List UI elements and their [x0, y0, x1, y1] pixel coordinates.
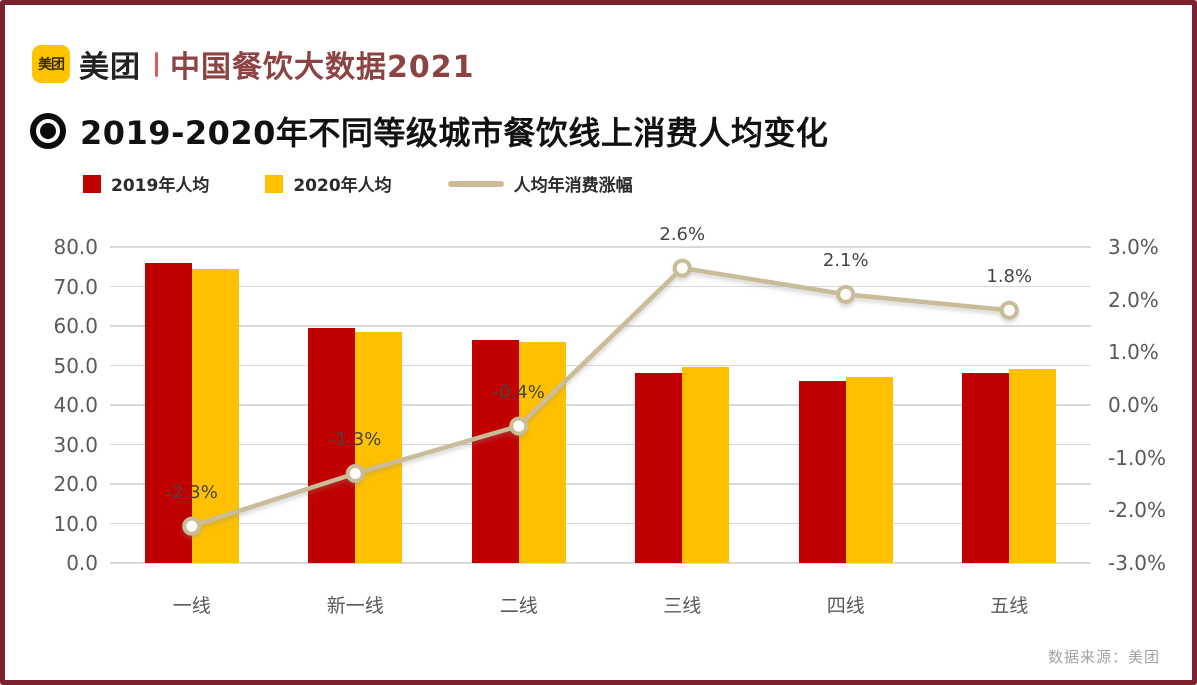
bar-2019	[962, 373, 1010, 563]
chart-heading-row: 2019-2020年不同等级城市餐饮线上消费人均变化	[30, 108, 828, 154]
bar-2020	[682, 367, 730, 563]
gridline	[110, 325, 1091, 327]
legend-swatch-2020	[265, 174, 284, 193]
x-axis-category-label: 五线	[990, 595, 1029, 617]
right-axis-tick-label: -3.0%	[1108, 551, 1167, 575]
right-axis-tick-label: -1.0%	[1108, 445, 1167, 470]
line-marker	[672, 258, 692, 278]
growth-line-chart	[182, 258, 1019, 536]
combo-chart: 80.0 70.0 60.0 50.0 40.0 30.0 20.0 10.0 0.0 3.0% 2…	[5, 5, 1192, 680]
left-axis-tick-label: 60.0	[53, 314, 98, 338]
report-title: 中国餐饮大数据2021	[170, 50, 475, 85]
gridline	[110, 522, 1091, 525]
bar-2020	[355, 331, 403, 563]
legend-label-2019: 2019年人均	[111, 176, 210, 196]
left-axis-tick-label: 30.0	[53, 432, 98, 457]
right-axis-tick-label: 0.0%	[1108, 393, 1159, 417]
gridline	[110, 443, 1091, 446]
x-axis-category-label: 新一线	[326, 595, 384, 617]
legend-item-2020: 2020年人均	[265, 171, 392, 196]
left-axis-tick-label: 10.0	[53, 511, 98, 536]
gridline	[110, 246, 1091, 248]
legend-swatch-2019	[83, 174, 101, 193]
bullseye-icon	[30, 113, 66, 149]
x-axis-category-label: 三线	[663, 595, 702, 617]
gridline	[110, 364, 1091, 367]
bar-2019	[144, 262, 192, 563]
bar-2020	[518, 341, 566, 563]
x-axis-category-label: 二线	[499, 595, 538, 617]
bar-2019	[635, 373, 683, 563]
line-data-label: 2.6%	[659, 224, 706, 246]
gridline	[110, 404, 1091, 406]
line-data-label: -0.4%	[492, 382, 545, 404]
gridline	[110, 562, 1091, 564]
line-data-label: 2.1%	[822, 250, 869, 272]
chart-title: 2019-2020年不同等级城市餐饮线上消费人均变化	[80, 114, 829, 152]
data-source-note: 数据来源：美团	[1047, 648, 1160, 666]
line-data-label: -1.3%	[329, 429, 382, 451]
bar-2019	[798, 381, 846, 563]
line-marker	[999, 300, 1019, 320]
meituan-wordmark: 美团	[79, 50, 141, 85]
line-marker	[182, 516, 202, 536]
line-data-label: 1.8%	[986, 266, 1033, 288]
bar-2020	[1009, 369, 1057, 563]
legend-swatch-growth-line	[447, 180, 504, 187]
bar-2019	[471, 339, 519, 563]
left-axis-tick-label: 20.0	[53, 472, 98, 496]
line-marker	[509, 416, 529, 436]
line-marker	[836, 284, 856, 304]
x-axis-category-label: 四线	[826, 595, 865, 617]
legend-label-growth: 人均年消费涨幅	[513, 176, 633, 196]
right-axis-tick-label: -2.0%	[1108, 498, 1167, 523]
bar-2020	[845, 377, 893, 563]
bar-2019	[308, 327, 356, 563]
legend-label-2020: 2020年人均	[293, 176, 392, 196]
x-axis-category-label: 一线	[172, 595, 211, 617]
right-axis-tick-label: 2.0%	[1108, 287, 1159, 312]
legend-item-2019: 2019年人均	[83, 171, 209, 196]
gridline	[110, 285, 1091, 288]
right-axis-tick-label: 1.0%	[1108, 340, 1159, 365]
header-divider	[155, 51, 158, 77]
growth-line	[191, 265, 1010, 529]
left-axis-tick-label: 70.0	[53, 274, 98, 299]
chart-legend: 2019年人均 2020年人均 人均年消费涨幅	[83, 171, 633, 196]
left-axis-tick-label: 40.0	[53, 393, 98, 417]
legend-item-growth: 人均年消费涨幅	[447, 171, 633, 196]
left-axis-tick-label: 0.0	[66, 551, 98, 575]
line-marker	[345, 463, 365, 483]
line-data-label: -2.3%	[165, 482, 218, 504]
left-axis-tick-label: 50.0	[53, 353, 98, 378]
meituan-logo-icon: 美团	[32, 45, 70, 83]
right-axis-tick-label: 3.0%	[1108, 235, 1159, 259]
left-axis-tick-label: 80.0	[53, 235, 98, 259]
gridline	[110, 483, 1091, 485]
brand-header: 美团 美团 中国餐饮大数据2021	[32, 43, 475, 85]
